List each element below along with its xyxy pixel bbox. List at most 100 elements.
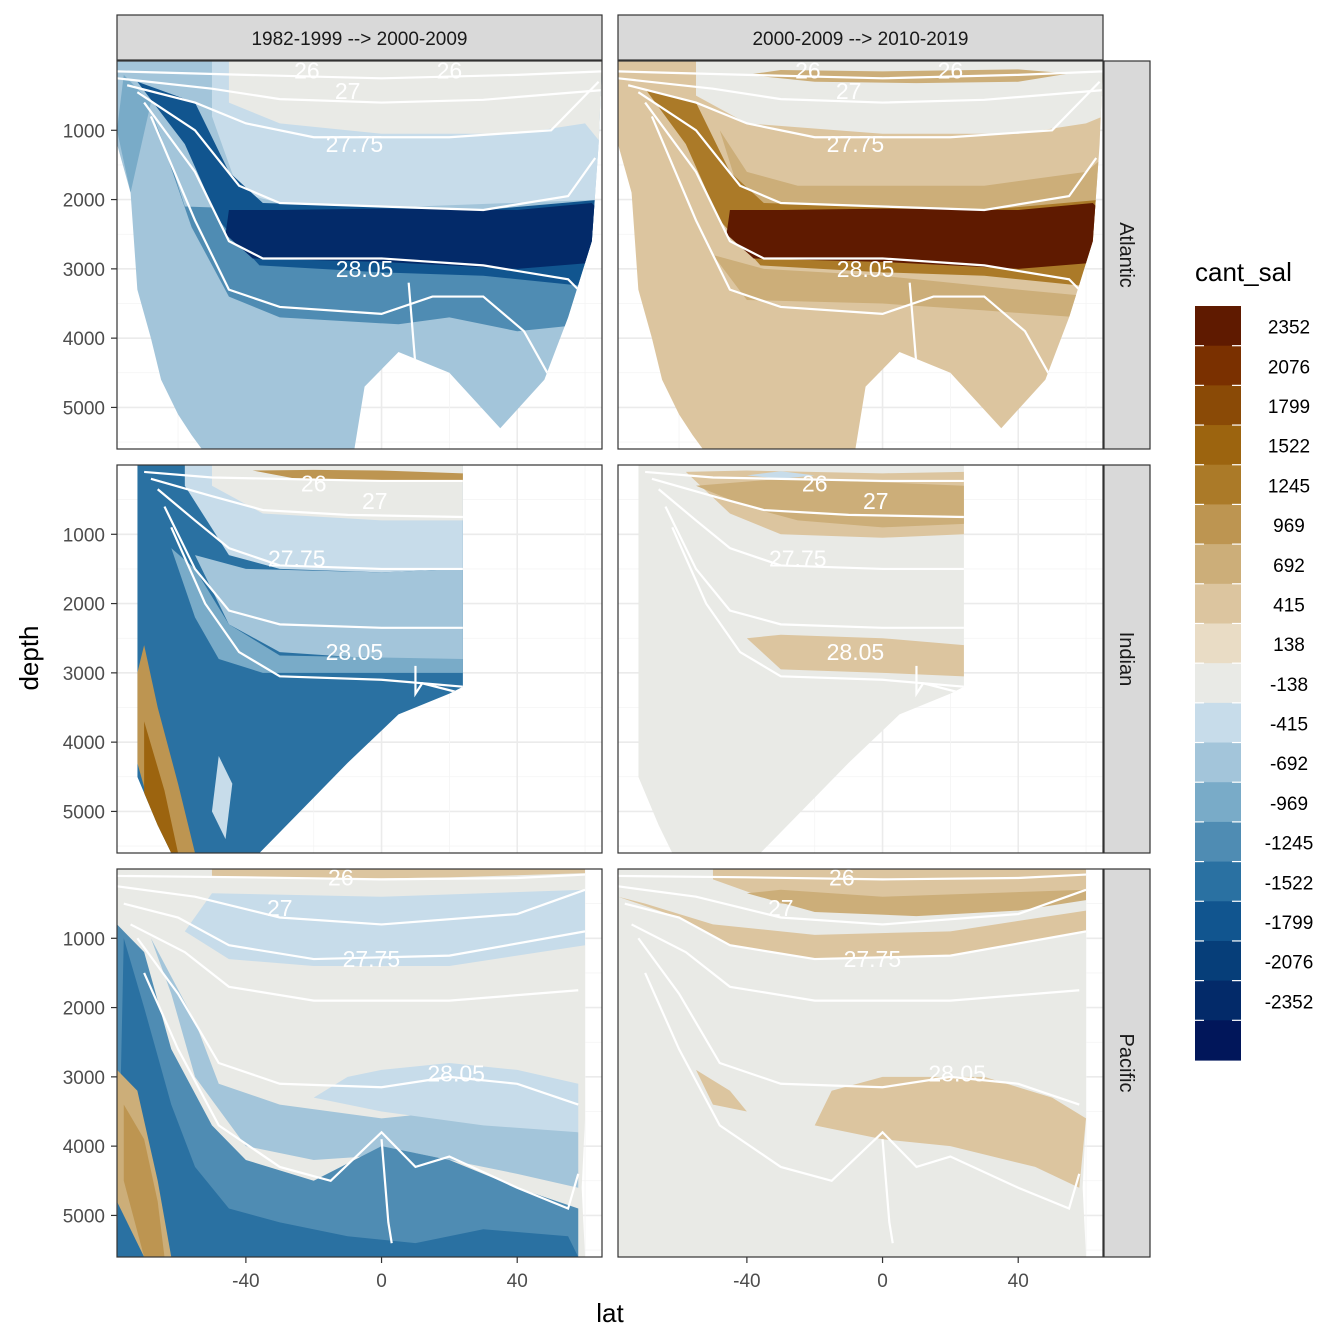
legend-label: 692: [1273, 556, 1305, 577]
value-band: [117, 924, 579, 1257]
contour-line: [117, 885, 586, 926]
panel-pacific-2: 26 27 27.75 28.05: [617, 868, 1104, 1258]
value-band: [746, 471, 815, 479]
legend-swatch: [1195, 663, 1241, 704]
y-tick-label: 3000: [63, 664, 105, 685]
legend-swatch: [1195, 702, 1241, 744]
panel-atlantic-1: 26 26 27 27.75 28.05: [116, 58, 603, 450]
legend-swatch: [1195, 583, 1241, 625]
contour-label: 28.05: [827, 639, 885, 665]
contour-line: [143, 972, 580, 1210]
y-tick-label: 1000: [63, 525, 105, 546]
contour-label: 26: [437, 58, 463, 84]
contour-line: [627, 81, 1101, 139]
row-strip-indian: [1103, 464, 1151, 854]
contour-line: [637, 937, 1080, 1106]
legend-label: -2352: [1265, 992, 1314, 1013]
legend-label: -415: [1270, 715, 1308, 736]
contour-line: [123, 902, 586, 961]
value-band: [719, 130, 1103, 221]
contour-label: 27.75: [769, 546, 827, 572]
x-axis-title: lat: [596, 1298, 624, 1328]
contour-line: [618, 885, 1087, 926]
legend-label: 2076: [1268, 357, 1310, 378]
legend-label: -2076: [1265, 953, 1314, 974]
column-strip-1: [116, 14, 603, 61]
value-band: [746, 889, 1087, 917]
contour-line: [117, 873, 586, 881]
legend-label: 2352: [1268, 318, 1310, 339]
contour-label: 27: [836, 78, 862, 104]
row-strip-pacific: [1103, 868, 1151, 1258]
contour-label: 27: [335, 78, 361, 104]
contour-line: [170, 526, 463, 688]
x-tick-label: 40: [1008, 1271, 1029, 1292]
y-tick-label: 1000: [63, 121, 105, 142]
legend-label: 969: [1273, 516, 1305, 537]
facet-panels: 26 26 27 27.75 28.05 26 26 27 27.75 28.05 26 27 27.7…: [116, 58, 1104, 1258]
legend-swatch: [1195, 1020, 1241, 1061]
y-tick-label: 2000: [63, 999, 105, 1020]
contour-line: [915, 665, 964, 698]
legend-swatch: [1195, 901, 1241, 942]
value-band: [726, 203, 1103, 269]
contour-line: [144, 470, 463, 483]
legend-swatch: [1195, 345, 1241, 386]
contour-label: 27.75: [326, 131, 384, 157]
value-band: [117, 74, 151, 193]
contour-label: 26: [795, 58, 821, 84]
contour-line: [136, 91, 597, 212]
panel-atlantic-2: 26 26 27 27.75 28.05: [617, 58, 1104, 450]
contour-line: [414, 665, 463, 698]
contour-label: 28.05: [336, 256, 394, 282]
panel-border: [116, 868, 603, 1258]
value-band: [123, 1104, 165, 1257]
y-tick-label: 4000: [63, 329, 105, 350]
contour-label: 26: [294, 58, 320, 84]
value-band: [211, 869, 586, 880]
panel-border: [617, 464, 1104, 854]
panel-border: [116, 60, 603, 450]
column-strip-label: 1982-1999 --> 2000-2009: [251, 29, 467, 50]
contour-line: [618, 873, 1087, 881]
contour-label: 27.75: [844, 946, 902, 972]
contour-label: 27: [362, 488, 388, 514]
panel-indian-1: 26 27 27.75 28.05: [116, 464, 603, 854]
contour-label: 27.75: [343, 946, 401, 972]
legend: cant_sal 2352 2076 1799 1522 1245 969 692 415 13…: [1195, 257, 1313, 1061]
value-band: [618, 869, 1087, 1257]
panel-border: [617, 60, 1104, 450]
contour-label: 28.05: [928, 1060, 986, 1086]
panel-border: [617, 868, 1104, 1258]
y-tick-label: 5000: [63, 398, 105, 419]
contour-label: 27: [267, 895, 293, 921]
x-tick-label: -40: [733, 1271, 760, 1292]
value-band: [313, 1063, 579, 1133]
contour-label: 27: [863, 488, 889, 514]
contour-label: 26: [301, 471, 327, 497]
value-band: [225, 203, 602, 269]
legend-swatch: [1195, 544, 1241, 585]
contour-line: [156, 488, 463, 571]
legend-swatch: [1195, 940, 1241, 982]
legend-label: -1799: [1265, 913, 1314, 934]
contour-label: 26: [938, 58, 964, 84]
contour-line: [150, 477, 463, 519]
contour-line: [117, 70, 602, 80]
panel-indian-2: 26 27 27.75 28.05: [617, 464, 1104, 854]
y-tick-label: 5000: [63, 802, 105, 823]
legend-label: 1522: [1268, 437, 1310, 458]
legend-swatch: [1195, 425, 1241, 466]
legend-swatch: [1195, 385, 1241, 426]
legend-swatch: [1195, 782, 1241, 823]
y-tick-label: 2000: [63, 191, 105, 212]
value-band: [618, 896, 1087, 960]
contour-label: 26: [802, 471, 828, 497]
value-band: [184, 889, 586, 966]
panel-pacific-1: 26 27 27.75 28.05: [116, 868, 603, 1258]
isopycnal-contours: 26 26 27 27.75 28.05: [117, 58, 602, 449]
legend-label: 1245: [1268, 476, 1310, 497]
contour-line: [380, 1139, 393, 1244]
contour-line: [645, 470, 964, 483]
axes: 1000200030004000500010002000300040005000…: [63, 121, 1029, 1292]
